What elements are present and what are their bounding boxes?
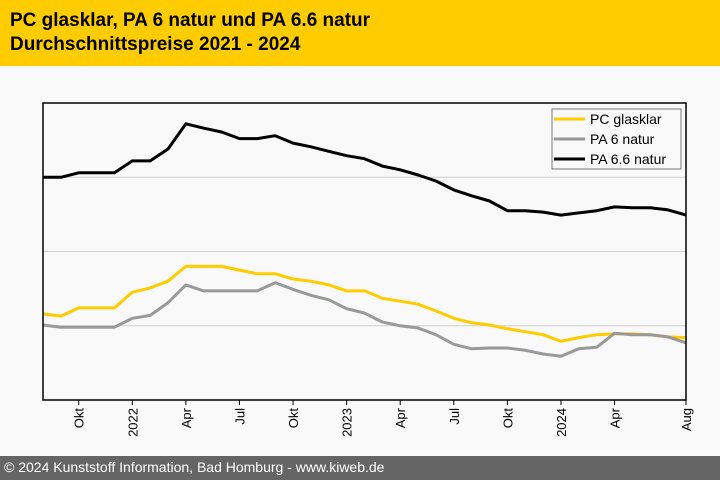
x-tick-label: Jul [232,408,247,425]
series-line-pa-6-natur [42,281,687,358]
x-tick-label: Apr [393,407,408,428]
plot-frame [42,102,687,401]
series-line-pc-glasklar [42,264,687,343]
x-tick-label: Aug [679,408,694,431]
x-tick-label: Okt [500,408,515,429]
x-tick-label: Okt [72,408,87,429]
copyright-text: © 2024 Kunststoff Information, Bad Hombu… [4,459,385,475]
footer-bar: © 2024 Kunststoff Information, Bad Hombu… [0,456,720,480]
x-tick-label: 2024 [554,408,569,437]
chart-title-line2: Durchschnittspreise 2021 - 2024 [10,34,301,55]
legend-label: PA 6.6 natur [590,151,666,167]
legend-label: PA 6 natur [590,131,655,147]
x-tick-label: Okt [286,408,301,429]
series-line-pa-6-6-natur [43,122,687,217]
x-tick-label: Apr [179,407,194,428]
series-lines [42,122,687,358]
chart-title-line1: PC glasklar, PA 6 natur und PA 6.6 natur [10,10,371,31]
x-axis-ticks: Okt 2022 Apr Jul Okt 2023 Apr Jul Okt 2024 Apr Aug [72,400,694,437]
x-tick-label: Apr [608,407,623,428]
header-banner: PC glasklar, PA 6 natur und PA 6.6 natur… [0,0,720,66]
x-tick-label: Jul [447,408,462,425]
legend: PC glasklar PA 6 natur PA 6.6 natur [551,108,682,170]
x-tick-label: 2023 [340,408,355,437]
x-tick-label: 2022 [125,408,140,437]
gridlines [43,176,686,327]
legend-label: PC glasklar [590,111,662,127]
